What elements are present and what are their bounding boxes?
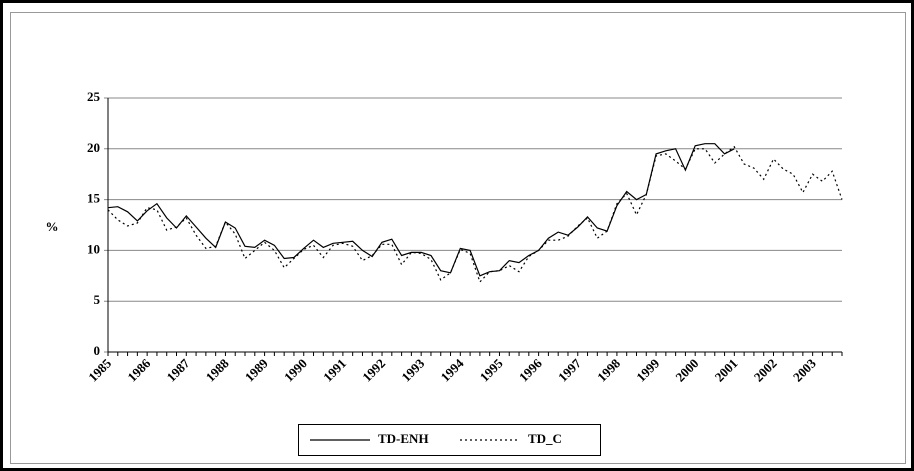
legend-label: TD-ENH (378, 431, 429, 446)
y-tick-label: 0 (94, 343, 101, 358)
series-line (107, 145, 843, 284)
y-tick-label: 15 (87, 191, 101, 206)
y-axis-label: % (46, 219, 59, 234)
y-tick-label: 10 (87, 241, 100, 256)
y-tick-label: 20 (87, 140, 100, 155)
y-tick-label: 5 (94, 292, 101, 307)
legend-label: TD_C (528, 431, 562, 446)
chart-frame (10, 12, 906, 464)
y-tick-label: 25 (87, 89, 101, 104)
series-line (107, 143, 735, 277)
